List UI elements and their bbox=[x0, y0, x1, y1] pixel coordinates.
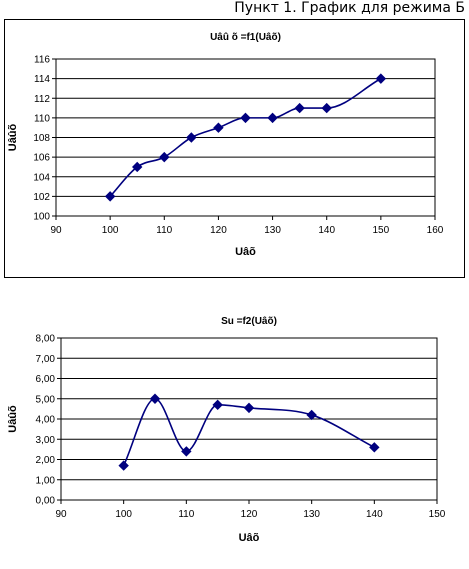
chart-1-data-point bbox=[375, 73, 387, 84]
chart-1-data-point bbox=[159, 151, 170, 163]
chart-1-y-tick-label: 108 bbox=[33, 133, 50, 144]
chart-2-y-tick-label: 3,00 bbox=[36, 435, 56, 446]
chart-1-x-tick-label: 150 bbox=[373, 225, 390, 236]
chart-1-y-tick-label: 100 bbox=[33, 212, 50, 223]
chart-1-x-axis-label: Uâõ bbox=[235, 246, 256, 258]
chart-2-data-point bbox=[369, 442, 380, 453]
chart-1-y-tick-label: 116 bbox=[34, 55, 50, 66]
chart-2-x-tick-label: 100 bbox=[115, 509, 132, 520]
chart-1-y-tick-label: 102 bbox=[33, 192, 50, 203]
chart-1-data-point bbox=[321, 102, 332, 114]
chart-2-data-point bbox=[118, 460, 129, 471]
chart-2-data-point bbox=[181, 446, 192, 457]
chart-2-x-tick-label: 130 bbox=[303, 509, 320, 520]
chart-1-data-point bbox=[294, 102, 305, 114]
chart-1-title: Uâû õ =f1(Uâõ) bbox=[210, 32, 281, 43]
chart-2-x-tick-label: 150 bbox=[429, 509, 446, 520]
chart-2-x-tick-label: 90 bbox=[55, 509, 67, 520]
chart-2-y-tick-label: 4,00 bbox=[36, 415, 56, 426]
page-heading: Пункт 1. График для режима Б bbox=[234, 0, 465, 16]
chart-2-x-tick-label: 140 bbox=[366, 509, 383, 520]
chart-2-y-tick-label: 5,00 bbox=[36, 394, 56, 405]
chart-1-y-tick-label: 106 bbox=[33, 153, 50, 164]
chart-1-x-tick-label: 130 bbox=[264, 225, 281, 236]
chart-1-data-point bbox=[267, 112, 278, 124]
chart-1-x-tick-label: 120 bbox=[210, 225, 227, 236]
chart-2-x-axis-label: Uâõ bbox=[239, 532, 260, 544]
chart-2-data-point bbox=[306, 409, 317, 421]
chart-2-data-point bbox=[243, 402, 255, 414]
chart-2-y-tick-label: 0,00 bbox=[36, 496, 56, 507]
chart-2-y-tick-label: 6,00 bbox=[36, 374, 56, 385]
chart-1-y-axis-label: Uâûõ bbox=[7, 123, 19, 151]
chart-2-plot-area bbox=[60, 337, 438, 501]
chart-2-y-tick-label: 1,00 bbox=[36, 475, 56, 486]
chart-2-x-tick-label: 120 bbox=[241, 509, 258, 520]
chart-1-data-point bbox=[240, 112, 251, 124]
chart-1-y-tick-label: 110 bbox=[34, 113, 50, 124]
chart-1-plot-area bbox=[55, 58, 436, 217]
chart-1-x-tick-label: 160 bbox=[427, 225, 444, 236]
chart-1-y-tick-label: 114 bbox=[34, 74, 50, 85]
chart-1-x-tick-label: 140 bbox=[318, 225, 335, 236]
chart-1-series-line bbox=[109, 77, 382, 197]
chart-1-data-point bbox=[132, 161, 143, 173]
chart-2-title: Su =f2(Uâõ) bbox=[221, 316, 277, 327]
chart-1-data-point bbox=[104, 191, 116, 202]
chart-2-data-point bbox=[149, 393, 161, 404]
chart-1-y-tick-label: 112 bbox=[34, 94, 50, 105]
chart-1-data-point bbox=[186, 132, 197, 143]
chart-1-frame bbox=[4, 19, 465, 278]
chart-2-y-tick-label: 2,00 bbox=[36, 455, 56, 466]
chart-2-y-tick-label: 8,00 bbox=[36, 334, 56, 345]
chart-1-x-tick-label: 110 bbox=[156, 225, 172, 236]
chart-2-y-axis-label: Uâûõ bbox=[7, 405, 19, 433]
chart-2-data-point bbox=[212, 399, 223, 411]
chart-1-x-tick-label: 90 bbox=[50, 225, 62, 236]
chart-1-y-tick-label: 104 bbox=[33, 172, 50, 183]
chart-2-x-tick-label: 110 bbox=[178, 509, 194, 520]
chart-1-x-tick-label: 100 bbox=[102, 225, 119, 236]
chart-2-y-tick-label: 7,00 bbox=[36, 354, 56, 365]
chart-1-data-point bbox=[213, 122, 224, 133]
